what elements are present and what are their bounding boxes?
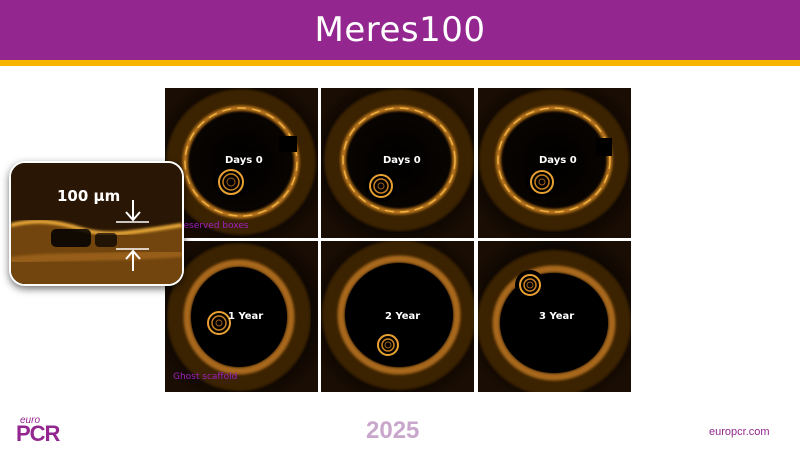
europcr-logo-small: euro xyxy=(20,415,41,426)
title-stripe xyxy=(0,60,800,66)
timepoint-label: 2 Year xyxy=(385,311,421,322)
timepoint-label: Days 0 xyxy=(539,155,577,166)
oct-panel-day0-b: Days 0 xyxy=(321,88,474,238)
annotation-label: Ghost scaffold xyxy=(173,372,238,382)
slide-title: Meres100 xyxy=(314,10,486,50)
oct-panel-day0-c: Days 0 xyxy=(478,88,631,238)
oct-panel-day0-a: Days 0 reserved boxes xyxy=(165,88,318,238)
oct-panel-1year: 1 Year Ghost scaffold xyxy=(165,241,318,392)
timepoint-label: Days 0 xyxy=(383,155,421,166)
timepoint-label: 3 Year xyxy=(539,311,575,322)
scale-label: 100 µm xyxy=(57,187,121,205)
oct-panel-2year: 2 Year xyxy=(321,241,474,392)
oct-image-grid: Days 0 reserved boxes Days 0 xyxy=(165,88,631,392)
site-url: europcr.com xyxy=(709,426,770,438)
timepoint-label: 1 Year xyxy=(228,311,264,322)
oct-panel-3year: 3 Year xyxy=(478,241,631,392)
europcr-logo: PCR xyxy=(16,421,60,446)
timepoint-label: Days 0 xyxy=(225,155,263,166)
annotation-label: reserved boxes xyxy=(180,221,249,231)
year-label: 2025 xyxy=(366,417,420,444)
title-banner: Meres100 xyxy=(0,0,800,60)
zoom-inset: 100 µm xyxy=(9,161,184,286)
